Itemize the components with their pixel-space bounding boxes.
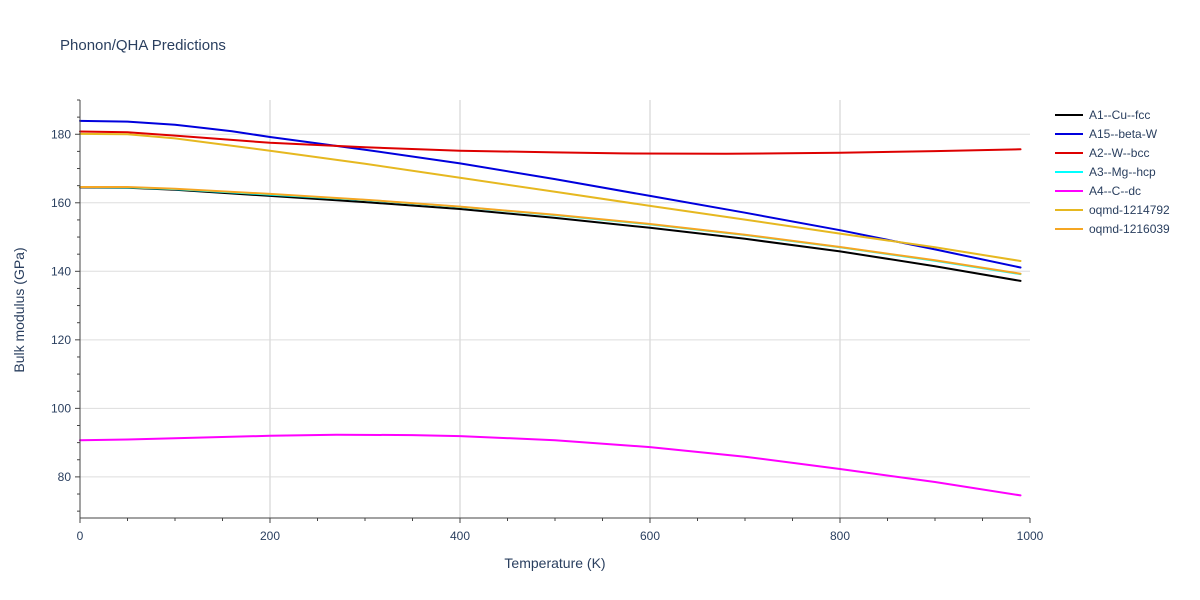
grid — [80, 100, 1030, 518]
legend-label: A2--W--bcc — [1089, 146, 1149, 160]
chart-title: Phonon/QHA Predictions — [60, 37, 226, 54]
y-tick-label: 80 — [58, 470, 72, 484]
x-tick-label: 200 — [260, 529, 280, 543]
series-line-a4-c-dc[interactable] — [79, 433, 1022, 497]
series-line-a2-w-bcc[interactable] — [79, 130, 1022, 155]
series-line-oqmd-1214792[interactable] — [79, 132, 1022, 262]
series-line-a1-cu-fcc[interactable] — [79, 186, 1022, 282]
legend-label: A1--Cu--fcc — [1089, 108, 1150, 122]
legend-item[interactable]: A15--beta-W — [1055, 127, 1158, 141]
legend-label: oqmd-1214792 — [1089, 203, 1170, 217]
legend[interactable]: A1--Cu--fcc A15--beta-W A2--W--bcc A3--Mg--… — [1055, 108, 1170, 236]
legend-item[interactable]: A4--C--dc — [1055, 184, 1141, 198]
legend-item[interactable]: oqmd-1214792 — [1055, 203, 1170, 217]
legend-label: A3--Mg--hcp — [1089, 165, 1156, 179]
series-line-a15-beta-w[interactable] — [79, 119, 1022, 269]
x-tick-label: 400 — [450, 529, 470, 543]
y-tick-label: 120 — [51, 333, 71, 347]
series-line-oqmd-1216039[interactable] — [79, 186, 1022, 275]
y-axis-title: Bulk modulus (GPa) — [11, 247, 27, 372]
y-tick-label: 100 — [51, 401, 71, 415]
plot-area — [79, 119, 1022, 497]
legend-label: A4--C--dc — [1089, 184, 1141, 198]
series-line-a3-mg-hcp[interactable] — [79, 186, 1022, 276]
x-axis-title: Temperature (K) — [504, 555, 605, 571]
x-tick-label: 600 — [640, 529, 660, 543]
legend-label: A15--beta-W — [1089, 127, 1158, 141]
y-tick-label: 180 — [51, 127, 71, 141]
x-tick-label: 0 — [77, 529, 84, 543]
x-tick-label: 800 — [830, 529, 850, 543]
legend-item[interactable]: A1--Cu--fcc — [1055, 108, 1150, 122]
legend-item[interactable]: A3--Mg--hcp — [1055, 165, 1156, 179]
axes: 0 200 400 600 800 1000 80 100 120 140 160 180 — [51, 99, 1044, 543]
legend-item[interactable]: oqmd-1216039 — [1055, 222, 1170, 236]
legend-item[interactable]: A2--W--bcc — [1055, 146, 1149, 160]
x-tick-label: 1000 — [1017, 529, 1044, 543]
y-tick-label: 140 — [51, 264, 71, 278]
y-tick-label: 160 — [51, 196, 71, 210]
legend-label: oqmd-1216039 — [1089, 222, 1170, 236]
